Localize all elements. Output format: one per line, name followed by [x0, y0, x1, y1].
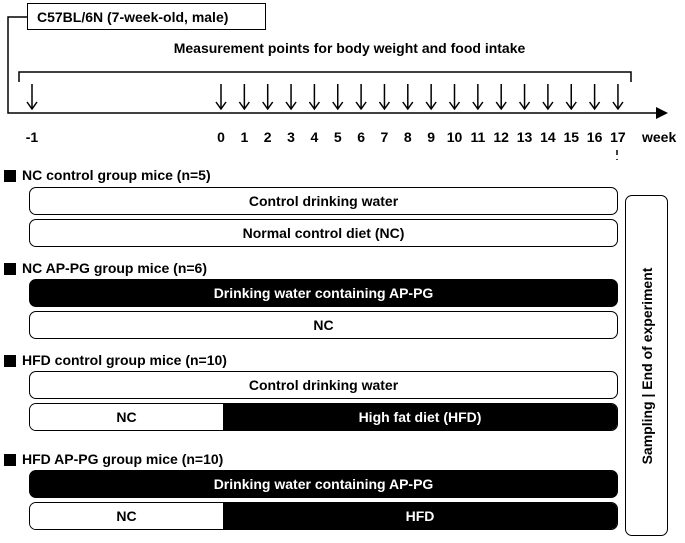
- measurement-arrow-head: [285, 101, 297, 111]
- week-tick-label: 3: [287, 129, 295, 145]
- group-4-diet-hfd-segment: HFD: [223, 503, 617, 529]
- week-tick-label: 16: [586, 129, 603, 145]
- group-3-diet-bar: NC High fat diet (HFD): [29, 403, 618, 431]
- week-tick-label: 9: [427, 129, 436, 145]
- measurement-arrow-head: [565, 101, 577, 111]
- measurement-arrow-head: [612, 101, 624, 111]
- sampling-end-label: Sampling | End of experiment: [638, 267, 655, 464]
- strain-connector: [7, 16, 660, 114]
- measurement-arrow-head: [402, 101, 414, 111]
- week-tick-label: 17: [610, 129, 626, 145]
- week-tick-label: 4: [310, 129, 319, 145]
- measurement-arrow-head: [448, 101, 461, 111]
- group-3-title: HFD control group mice (n=10): [22, 352, 227, 368]
- week-tick-label: 7: [380, 129, 389, 145]
- group-2-diet-bar: NC: [29, 311, 618, 339]
- week-tick-label: 14: [540, 129, 556, 145]
- week-tick-label: 1: [240, 129, 249, 145]
- measurement-label: Measurement points for body weight and f…: [173, 40, 526, 56]
- measurement-arrow-head: [472, 101, 484, 111]
- group-4-marker: [4, 454, 16, 466]
- measurement-arrow-head: [425, 101, 437, 111]
- measurement-arrow-head: [215, 101, 227, 111]
- group-2-title: NC AP-PG group mice (n=6): [22, 260, 208, 276]
- measurement-arrow-head: [332, 101, 344, 111]
- week-tick-label: 15: [563, 129, 580, 145]
- week-unit-label: week: [642, 129, 677, 145]
- group-4-diet-bar: NC HFD: [29, 502, 618, 530]
- measurement-arrow-head: [262, 101, 274, 111]
- group-3-water-bar: Control drinking water: [29, 371, 618, 399]
- group-3-diet-nc-segment: NC: [30, 404, 223, 430]
- week-tick-label: 11: [470, 129, 486, 145]
- week-tick-label: 0: [217, 129, 225, 145]
- group-2-marker: [4, 263, 16, 275]
- measurement-arrow-head: [542, 101, 554, 111]
- measurement-arrow-head: [238, 101, 250, 111]
- group-4-title: HFD AP-PG group mice (n=10): [22, 451, 224, 467]
- group-3-marker: [4, 355, 16, 367]
- group-4-water-bar: Drinking water containing AP-PG: [29, 470, 618, 498]
- timeline-diagram: [7, 16, 668, 160]
- week-tick-label: 10: [446, 129, 463, 145]
- group-1-title: NC control group mice (n=5): [22, 167, 211, 183]
- week-tick-label: 12: [493, 129, 509, 145]
- measurement-arrow-head: [308, 101, 321, 111]
- measurement-arrow-head: [518, 101, 531, 111]
- measurement-arrow-head: [588, 101, 601, 111]
- group-1-diet-bar: Normal control diet (NC): [29, 219, 618, 247]
- week-tick-start: -1: [25, 129, 39, 145]
- week-tick-label: 6: [357, 129, 365, 145]
- measurement-arrow-head: [355, 101, 367, 111]
- measurement-arrow-head: [495, 101, 507, 111]
- group-3-diet-hfd-segment: High fat diet (HFD): [223, 404, 617, 430]
- week-tick-label: 13: [516, 129, 533, 145]
- measurement-arrows: [26, 84, 624, 111]
- week-tick-label: 8: [403, 129, 412, 145]
- week-tick-label: 2: [263, 129, 272, 145]
- group-4-diet-nc-segment: NC: [30, 503, 223, 529]
- group-2-water-bar: Drinking water containing AP-PG: [29, 279, 618, 307]
- group-1-water-bar: Control drinking water: [29, 187, 618, 215]
- group-1-marker: [4, 170, 16, 182]
- time-axis-arrowhead: [656, 107, 668, 119]
- strain-box: C57BL/6N (7-week-old, male): [27, 3, 266, 30]
- strain-label: C57BL/6N (7-week-old, male): [37, 8, 229, 25]
- measurement-arrow-head: [26, 101, 38, 111]
- measurement-arrow-head: [378, 101, 391, 111]
- measurement-bracket: [18, 71, 632, 82]
- week-tick-label: 5: [333, 129, 342, 145]
- sampling-end-box: Sampling | End of experiment: [625, 195, 668, 536]
